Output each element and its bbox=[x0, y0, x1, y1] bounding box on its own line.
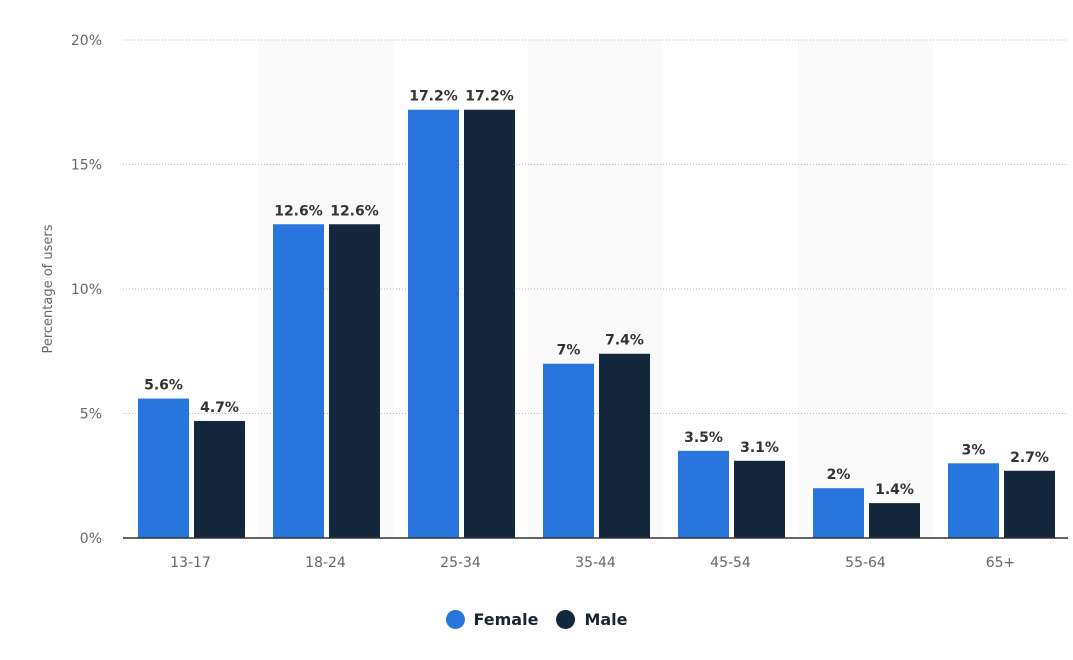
y-tick-label: 0% bbox=[80, 531, 102, 547]
y-tick-label: 10% bbox=[71, 282, 102, 298]
data-label: 17.2% bbox=[465, 89, 514, 105]
bar-female bbox=[813, 488, 864, 538]
data-label: 5.6% bbox=[144, 378, 183, 394]
legend-item-female[interactable]: Female bbox=[445, 610, 539, 629]
bar-female bbox=[543, 363, 594, 538]
bar-female bbox=[408, 109, 459, 538]
legend-label: Female bbox=[473, 610, 539, 629]
data-label: 3.5% bbox=[684, 430, 723, 446]
bar-female bbox=[678, 450, 729, 538]
bar-female bbox=[273, 224, 324, 538]
bar-male bbox=[194, 420, 245, 538]
legend: Female Male bbox=[0, 610, 1073, 629]
data-label: 4.7% bbox=[200, 400, 239, 416]
bar-male bbox=[869, 503, 920, 538]
data-label: 7.4% bbox=[605, 333, 644, 349]
data-label: 12.6% bbox=[330, 203, 379, 219]
data-label: 3.1% bbox=[740, 440, 779, 456]
bar-female bbox=[948, 463, 999, 538]
y-tick-label: 20% bbox=[71, 33, 102, 49]
legend-item-male[interactable]: Male bbox=[556, 610, 628, 629]
data-label: 3% bbox=[962, 442, 986, 458]
male-marker-icon bbox=[556, 610, 576, 629]
data-label: 7% bbox=[557, 343, 581, 359]
data-label: 2% bbox=[827, 467, 851, 483]
bar-male bbox=[1004, 470, 1055, 538]
category-band bbox=[798, 40, 933, 538]
legend-label: Male bbox=[584, 610, 628, 629]
x-tick-label: 13-17 bbox=[170, 555, 211, 571]
female-marker-icon bbox=[445, 610, 465, 629]
y-tick-label: 15% bbox=[71, 158, 102, 174]
x-tick-label: 25-34 bbox=[440, 555, 481, 571]
x-tick-label: 18-24 bbox=[305, 555, 346, 571]
data-label: 12.6% bbox=[274, 203, 323, 219]
data-label: 17.2% bbox=[409, 89, 458, 105]
bar-male bbox=[734, 460, 785, 538]
bar-female bbox=[138, 398, 189, 538]
y-axis-title: Percentage of users bbox=[41, 224, 56, 353]
data-label: 2.7% bbox=[1010, 450, 1049, 466]
x-tick-label: 45-54 bbox=[710, 555, 751, 571]
x-tick-label: 55-64 bbox=[845, 555, 886, 571]
bar-chart: 0% 5% 10% 15% 20% Percentage of users 5.6% 4.7%… bbox=[41, 33, 1068, 571]
bar-male bbox=[329, 224, 380, 538]
x-tick-label: 65+ bbox=[986, 555, 1016, 571]
data-label: 1.4% bbox=[875, 482, 914, 498]
y-tick-label: 5% bbox=[80, 407, 102, 423]
x-tick-label: 35-44 bbox=[575, 555, 616, 571]
bar-male bbox=[599, 353, 650, 538]
bar-male bbox=[464, 109, 515, 538]
